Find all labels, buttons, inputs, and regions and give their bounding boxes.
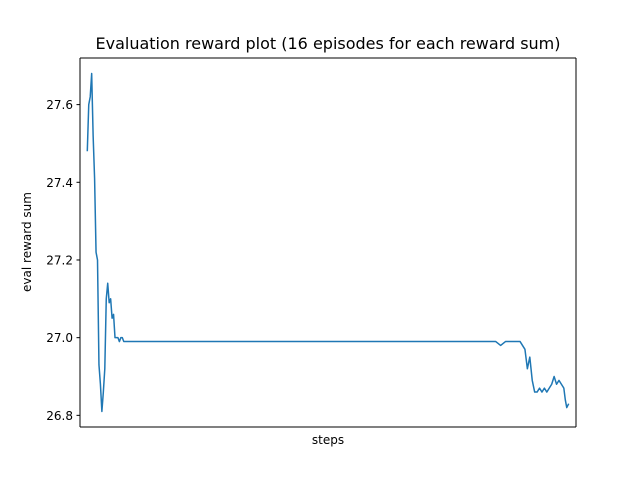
series-line-0 (86, 72, 570, 413)
plot-area (80, 58, 576, 427)
chart-title: Evaluation reward plot (16 episodes for … (96, 34, 561, 53)
y-tick-label: 27.2 (46, 253, 73, 267)
y-tick-label: 27.0 (46, 331, 73, 345)
y-axis-label: eval reward sum (20, 192, 34, 292)
y-tick-label: 27.6 (46, 98, 73, 112)
series-layer (86, 72, 570, 413)
y-axis-ticks: 26.8 27.0 27.2 27.4 27.6 (46, 98, 80, 423)
y-tick-label: 26.8 (46, 409, 73, 423)
y-tick-label: 27.4 (46, 176, 73, 190)
x-axis-label: steps (312, 433, 344, 447)
